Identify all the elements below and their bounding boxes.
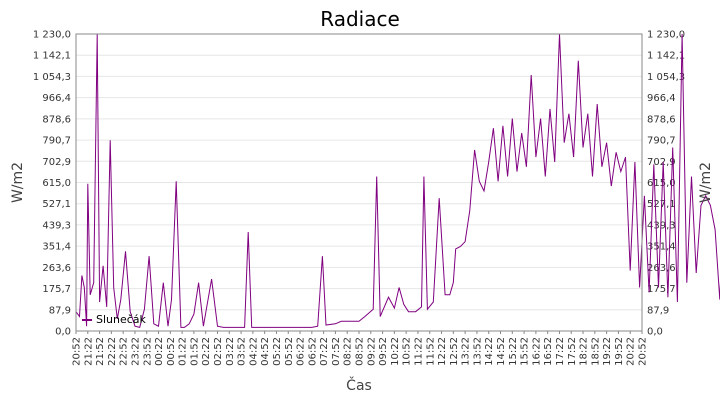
x-axis-label: Čas [346, 376, 372, 394]
x-tick-label: 15:52 [520, 337, 531, 366]
series-line-slunecak [75, 33, 720, 329]
x-tick-label: 23:22 [130, 337, 141, 366]
x-tick-label: 04:52 [260, 337, 271, 366]
y-tick-label-right: 790,7 [647, 136, 676, 147]
y-tick-label-left: 0,0 [55, 327, 71, 338]
x-tick-label: 08:22 [343, 337, 354, 366]
x-tick-label: 23:52 [142, 337, 153, 366]
x-tick-label: 20:52 [638, 337, 649, 366]
y-tick-label-left: 87,9 [49, 305, 71, 316]
x-tick-label: 03:22 [225, 337, 236, 366]
y-tick-label-right: 966,4 [647, 93, 676, 104]
x-tick-label: 17:22 [555, 337, 566, 366]
x-tick-label: 00:22 [154, 337, 165, 366]
x-tick-label: 20:52 [72, 337, 83, 366]
y-tick-label-right: 615,0 [647, 178, 676, 189]
x-tick-label: 13:52 [472, 337, 483, 366]
y-axis-label-right: W/m2 [698, 162, 714, 203]
x-tick-label: 04:22 [248, 337, 259, 366]
y-tick-label-right: 0,0 [647, 327, 663, 338]
x-tick-label: 16:52 [543, 337, 554, 366]
x-tick-label: 11:52 [425, 337, 436, 366]
x-tick-label: 02:22 [201, 337, 212, 366]
x-tick-label: 19:22 [602, 337, 613, 366]
y-tick-label-left: 351,4 [42, 242, 71, 253]
x-tick-label: 09:22 [366, 337, 377, 366]
x-tick-label: 11:22 [413, 337, 424, 366]
y-tick-label-left: 702,9 [42, 157, 71, 168]
x-tick-label: 07:22 [319, 337, 330, 366]
x-tick-label: 12:22 [437, 337, 448, 366]
x-tick-label: 14:52 [496, 337, 507, 366]
x-tick-label: 05:22 [272, 337, 283, 366]
y-tick-label-left: 790,7 [42, 136, 71, 147]
x-tick-label: 00:52 [166, 337, 177, 366]
x-tick-label: 01:22 [178, 337, 189, 366]
y-tick-label-right: 439,3 [647, 220, 676, 231]
y-tick-label-left: 527,1 [42, 199, 71, 210]
x-tick-label: 18:52 [590, 337, 601, 366]
x-tick-label: 02:52 [213, 337, 224, 366]
x-tick-label: 13:22 [461, 337, 472, 366]
x-tick-label: 21:52 [95, 337, 106, 366]
x-tick-label: 06:22 [296, 337, 307, 366]
y-tick-label-right: 351,4 [647, 242, 676, 253]
plot-frame [75, 33, 643, 332]
x-tick-label: 06:52 [307, 337, 318, 366]
x-tick-label: 15:22 [508, 337, 519, 366]
x-tick-label: 10:52 [402, 337, 413, 366]
y-axis-label-left: W/m2 [10, 162, 26, 203]
x-tick-label: 09:52 [378, 337, 389, 366]
x-tick-label: 07:52 [331, 337, 342, 366]
y-ticks-left: 0,0 87,9 175,7 263,6 351,4 439,3 527,1 615,0 702… [33, 30, 71, 338]
x-tick-label: 22:22 [107, 337, 118, 366]
y-tick-label-right: 1 230,0 [647, 30, 685, 41]
x-tick-label: 14:22 [484, 337, 495, 366]
legend: Slunečák [82, 313, 147, 326]
legend-label: Slunečák [96, 313, 147, 326]
y-tick-label-right: 1 054,3 [647, 72, 685, 83]
y-tick-label-left: 966,4 [42, 93, 71, 104]
y-tick-label-right: 702,9 [647, 157, 676, 168]
x-tick-label: 08:52 [355, 337, 366, 366]
x-tick-label: 10:22 [390, 337, 401, 366]
x-tick-label: 16:22 [531, 337, 542, 366]
y-ticks-right: 0,087,9175,7263,6351,4439,3527,1615,0702… [647, 30, 685, 338]
x-tick-label: 17:52 [567, 337, 578, 366]
y-tick-label-left: 263,6 [42, 263, 71, 274]
y-tick-label-left: 439,3 [42, 220, 71, 231]
x-tick-label: 19:52 [614, 337, 625, 366]
x-tick-label: 05:52 [284, 337, 295, 366]
y-tick-label-left: 878,6 [42, 114, 71, 125]
y-tick-label-right: 263,6 [647, 263, 676, 274]
x-ticks: 20:52 21:22 21:52 22:22 22:52 23:22 23:52 00:22… [72, 331, 649, 366]
legend-swatch [82, 319, 92, 321]
y-tick-label-left: 1 054,3 [33, 72, 71, 83]
chart-title: Radiace [320, 7, 400, 31]
y-tick-label-right: 1 142,1 [647, 51, 685, 62]
x-tick-label: 18:22 [579, 337, 590, 366]
x-tick-label: 20:22 [626, 337, 637, 366]
x-tick-label: 12:52 [449, 337, 460, 366]
y-tick-label-right: 87,9 [647, 305, 669, 316]
x-tick-label: 03:52 [237, 337, 248, 366]
x-tick-label: 22:52 [119, 337, 130, 366]
y-tick-label-left: 1 230,0 [33, 30, 71, 41]
y-tick-label-right: 878,6 [647, 114, 676, 125]
grid-lines [76, 33, 642, 332]
x-tick-label: 21:22 [83, 337, 94, 366]
x-tick-label: 01:52 [189, 337, 200, 366]
y-tick-label-right: 175,7 [647, 284, 676, 295]
y-tick-label-left: 1 142,1 [33, 51, 71, 62]
y-tick-label-left: 175,7 [42, 284, 71, 295]
y-tick-label-left: 615,0 [42, 178, 71, 189]
